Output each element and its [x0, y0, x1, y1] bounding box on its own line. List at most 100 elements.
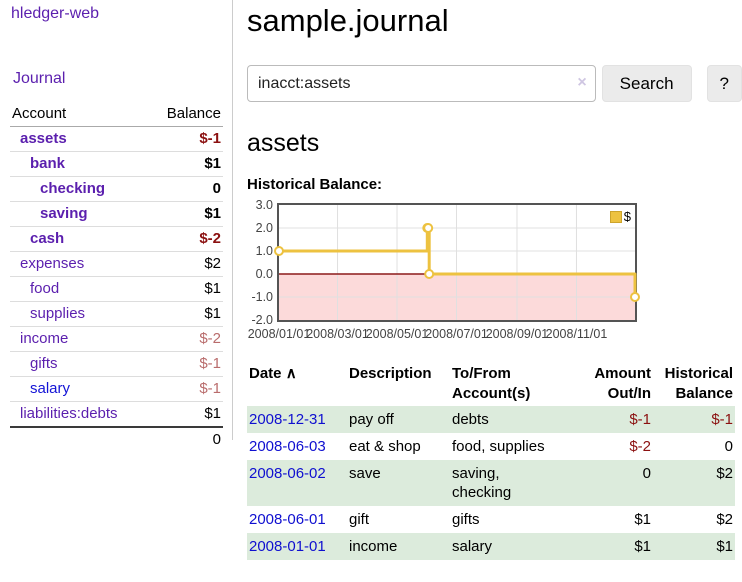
- historical-balance-chart: $3.0 2.0 1.0 0.0 -1.0 -2.0 2008/01/01 2008/03/0…: [247, 199, 742, 345]
- account-balance: $-1: [199, 130, 221, 147]
- transaction-balance: $2: [716, 511, 733, 528]
- sidebar: hledger-web Journal Account Balance asse…: [0, 0, 233, 452]
- account-row: saving $1: [10, 201, 223, 227]
- chart-canvas: [274, 205, 640, 320]
- account-balance: $-1: [149, 351, 223, 377]
- accounts-header-account: Account: [10, 103, 150, 127]
- transaction-date-link[interactable]: 2008-01-01: [249, 538, 326, 555]
- account-link-bank[interactable]: bank: [30, 155, 66, 172]
- page-title: sample.journal: [247, 3, 449, 38]
- clear-search-icon[interactable]: ×: [577, 74, 587, 91]
- account-balance: $1: [149, 301, 223, 327]
- nav-journal-link[interactable]: Journal: [13, 70, 66, 87]
- account-row: cash $-2: [10, 226, 223, 252]
- x-axis-tick-label: 2008/03/01: [306, 327, 369, 341]
- transaction-date-link[interactable]: 2008-06-02: [249, 465, 326, 482]
- transaction-description: eat & shop: [349, 438, 421, 455]
- transaction-amount: 0: [642, 465, 651, 482]
- account-heading: assets: [247, 129, 320, 157]
- transaction-date-link[interactable]: 2008-06-03: [249, 438, 326, 455]
- column-header-tofrom: To/From Account(s): [452, 365, 531, 402]
- register-row: 2008-06-02 save saving, checking 0 $2: [247, 460, 735, 506]
- account-row: expenses $2: [10, 251, 223, 277]
- account-link-saving[interactable]: saving: [40, 205, 88, 222]
- account-link-supplies[interactable]: supplies: [30, 305, 86, 322]
- account-link-assets[interactable]: assets: [20, 130, 67, 147]
- transaction-accounts: saving, checking: [452, 465, 512, 501]
- transaction-amount: $1: [634, 538, 651, 555]
- account-balance: $-2: [149, 226, 223, 252]
- account-row: assets $-1: [10, 127, 223, 152]
- data-point-marker: [424, 269, 435, 279]
- transaction-accounts: food, supplies: [452, 438, 545, 455]
- account-row: liabilities:debts $1: [10, 401, 223, 427]
- accounts-header-balance: Balance: [149, 103, 223, 127]
- y-axis-tick-label: 2.0: [255, 221, 273, 235]
- account-balance: $2: [149, 251, 223, 277]
- account-row: gifts $-1: [10, 351, 223, 377]
- column-header-date[interactable]: Date ∧: [249, 365, 297, 382]
- register-row: 2008-12-31 pay off debts $-1 $-1: [247, 406, 735, 433]
- transaction-balance: $-1: [711, 411, 733, 428]
- account-link-food[interactable]: food: [30, 280, 60, 297]
- account-row: checking 0: [10, 176, 223, 202]
- x-axis-tick-label: 2008/05/01: [365, 327, 429, 341]
- register-row: 2008-06-03 eat & shop food, supplies $-2 0: [247, 433, 735, 460]
- account-balance: $1: [149, 201, 223, 227]
- account-link-expenses[interactable]: expenses: [20, 255, 85, 272]
- transaction-date-link[interactable]: 2008-12-31: [249, 411, 326, 428]
- account-balance: $1: [149, 276, 223, 302]
- account-balance: $1: [149, 401, 223, 427]
- x-axis-tick-label: 2008/11/01: [545, 327, 608, 341]
- account-link-checking[interactable]: checking: [40, 180, 106, 197]
- register-header-row: Date ∧ Description To/From Account(s) Am…: [247, 362, 735, 406]
- transaction-date-link[interactable]: 2008-06-01: [249, 511, 326, 528]
- column-header-amount: Amount Out/In: [594, 365, 651, 402]
- account-balance: $1: [149, 151, 223, 177]
- transaction-amount: $1: [634, 511, 651, 528]
- account-link-salary[interactable]: salary: [30, 380, 71, 397]
- column-header-balance: Historical Balance: [664, 365, 733, 402]
- y-axis-tick-label: 0.0: [255, 267, 273, 281]
- data-point-marker: [274, 246, 284, 256]
- accounts-total-value: 0: [149, 426, 223, 452]
- chart-plot-area: $: [274, 203, 640, 322]
- account-row: supplies $1: [10, 301, 223, 327]
- transaction-balance: $1: [716, 538, 733, 555]
- account-link-gifts[interactable]: gifts: [30, 355, 58, 372]
- register-row: 2008-06-01 gift gifts $1 $2: [247, 506, 735, 533]
- search-input[interactable]: [247, 65, 596, 102]
- y-axis-tick-label: 1.0: [255, 244, 273, 258]
- transaction-accounts: gifts: [452, 511, 480, 528]
- account-row: salary $-1: [10, 376, 223, 402]
- transaction-description: save: [349, 465, 381, 482]
- transaction-amount: $-1: [629, 411, 651, 428]
- chart-heading: Historical Balance:: [247, 176, 383, 193]
- main-content: sample.journal × Search ? assets Histori…: [247, 0, 742, 560]
- y-axis-tick-label: -2.0: [251, 313, 273, 327]
- account-balance: $-2: [149, 326, 223, 352]
- sort-ascending-icon: ∧: [285, 365, 297, 382]
- app-brand-link[interactable]: hledger-web: [11, 5, 100, 22]
- accounts-total-row: 0: [10, 426, 223, 452]
- transaction-accounts: debts: [452, 411, 489, 428]
- transaction-balance: 0: [724, 438, 733, 455]
- chart-legend: $: [609, 209, 631, 224]
- transaction-description: pay off: [349, 411, 394, 428]
- account-link-liabilities-debts[interactable]: liabilities:debts: [20, 405, 118, 422]
- search-button[interactable]: Search: [601, 65, 692, 102]
- transaction-description: gift: [349, 511, 370, 528]
- account-link-cash[interactable]: cash: [30, 230, 65, 247]
- accounts-table: Account Balance assets $-1 bank $1 checking 0…: [10, 103, 223, 452]
- account-link-income[interactable]: income: [20, 330, 69, 347]
- account-row: food $1: [10, 276, 223, 302]
- account-row: bank $1: [10, 151, 223, 177]
- transaction-description: income: [349, 538, 398, 555]
- data-point-marker: [630, 292, 640, 302]
- x-axis-tick-label: 2008/09/01: [485, 327, 549, 341]
- transaction-balance: $2: [716, 465, 733, 482]
- help-button[interactable]: ?: [706, 65, 742, 102]
- accounts-total-spacer: [10, 426, 150, 452]
- account-balance: 0: [149, 176, 223, 202]
- y-axis-tick-label: 3.0: [255, 198, 273, 212]
